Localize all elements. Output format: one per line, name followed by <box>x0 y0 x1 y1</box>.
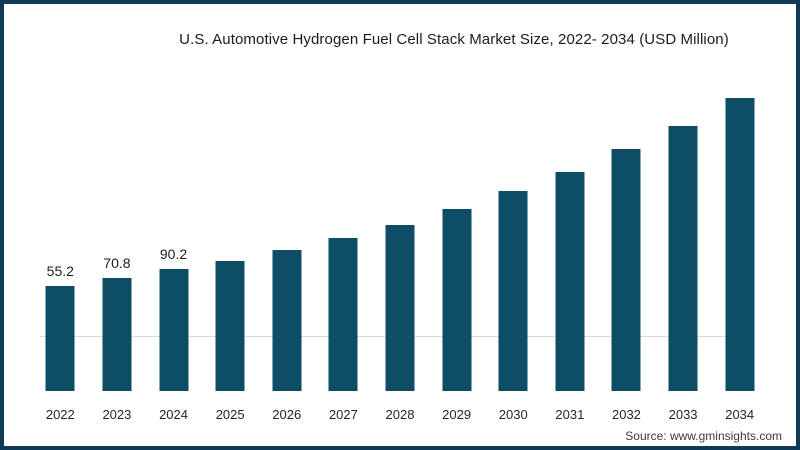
bar-2032 <box>611 149 641 391</box>
x-tick-label-2026: 2026 <box>272 407 302 422</box>
x-tick-label-2032: 2032 <box>611 407 641 422</box>
x-tick-label-2022: 2022 <box>45 407 75 422</box>
bar-2024 <box>159 269 189 391</box>
bar-2027 <box>328 238 358 391</box>
chart-title: U.S. Automotive Hydrogen Fuel Cell Stack… <box>179 31 729 48</box>
bar-2022 <box>45 286 75 391</box>
source-attribution: Source: www.gminsights.com <box>625 429 782 443</box>
bar-2025 <box>215 261 245 391</box>
bar-group-2030: 2030 <box>485 64 542 422</box>
bar-2033 <box>668 126 698 391</box>
x-tick-label-2025: 2025 <box>215 407 245 422</box>
bar-group-2023: 70.8 2023 <box>89 64 146 422</box>
bar-group-2031: 2031 <box>542 64 599 422</box>
bar-group-2022: 55.2 2022 <box>32 64 89 422</box>
x-tick-label-2034: 2034 <box>725 407 755 422</box>
bar-group-2028: 2028 <box>372 64 429 422</box>
plot-area: 55.2 2022 70.8 2023 90.2 2024 2025 2026 2027 2028… <box>32 64 768 422</box>
bar-group-2026: 2026 <box>258 64 315 422</box>
x-tick-label-2033: 2033 <box>668 407 698 422</box>
x-tick-label-2024: 2024 <box>159 407 188 422</box>
bar-2034 <box>725 98 755 391</box>
bar-2030 <box>498 191 528 391</box>
bar-2026 <box>272 250 302 391</box>
bar-group-2034: 2034 <box>711 64 768 422</box>
x-tick-label-2030: 2030 <box>498 407 528 422</box>
bar-group-2024: 90.2 2024 <box>145 64 202 422</box>
x-tick-label-2028: 2028 <box>385 407 415 422</box>
bar-value-label-2024: 90.2 <box>159 246 188 262</box>
bar-value-label-2022: 55.2 <box>46 263 74 279</box>
bar-group-2032: 2032 <box>598 64 655 422</box>
x-tick-label-2031: 2031 <box>555 407 585 422</box>
bar-group-2025: 2025 <box>202 64 259 422</box>
bar-value-label-2023: 70.8 <box>103 255 131 271</box>
bar-group-2033: 2033 <box>655 64 712 422</box>
bar-2028 <box>385 225 415 391</box>
bar-group-2027: 2027 <box>315 64 372 422</box>
x-tick-label-2023: 2023 <box>102 407 132 422</box>
x-tick-label-2027: 2027 <box>328 407 358 422</box>
bar-group-2029: 2029 <box>428 64 485 422</box>
x-tick-label-2029: 2029 <box>442 407 472 422</box>
bar-2031 <box>555 172 585 391</box>
bar-2029 <box>442 209 472 391</box>
bar-2023 <box>102 278 132 391</box>
